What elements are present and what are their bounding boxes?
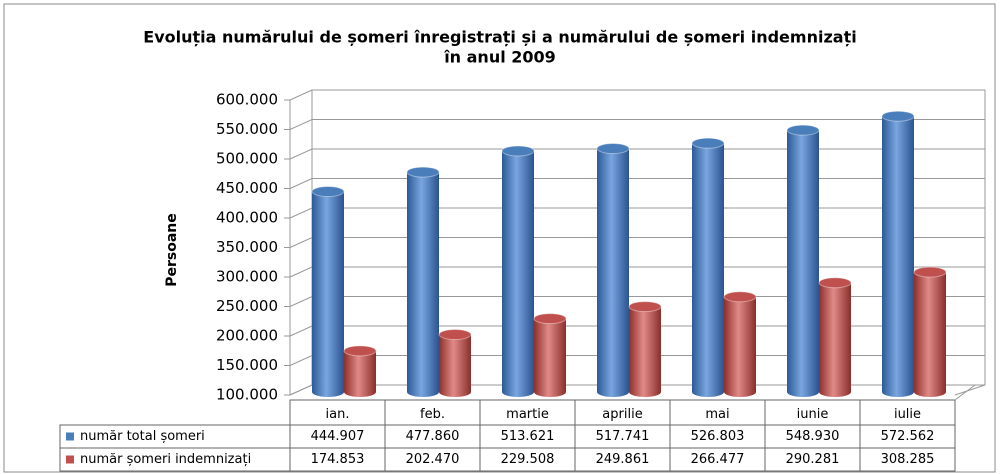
bar: [787, 130, 819, 398]
y-axis-label: Persoane: [164, 213, 180, 287]
chart-title: Evoluția numărului de șomeri înregistraț…: [143, 28, 856, 47]
x-tick-label: feb.: [420, 407, 445, 422]
legend-label: număr șomeri indemnizați: [80, 452, 251, 467]
legend-swatch: [66, 455, 74, 464]
table-value: 477.860: [406, 429, 460, 444]
y-tick-label: 500.000: [216, 150, 278, 168]
bar: [724, 296, 756, 397]
y-tick-label: 150.000: [216, 356, 278, 374]
table-value: 202.470: [406, 452, 460, 467]
bar: [882, 116, 914, 398]
x-tick-label: mai: [705, 407, 729, 422]
table-value: 249.861: [596, 452, 650, 467]
bar-top: [913, 266, 947, 278]
table-value: 444.907: [311, 429, 365, 444]
bar: [534, 318, 566, 397]
x-tick-label: iulie: [894, 407, 921, 422]
x-tick-label: aprilie: [602, 407, 642, 422]
grid-line: [289, 148, 985, 160]
bar-top: [628, 301, 662, 313]
bar: [312, 191, 344, 397]
table-value: 290.281: [786, 452, 840, 467]
bar-top: [786, 124, 820, 136]
grid-line: [289, 89, 985, 101]
bar-top: [438, 329, 472, 341]
bar: [819, 282, 851, 397]
table-value: 548.930: [786, 429, 840, 444]
y-tick-label: 600.000: [216, 91, 278, 109]
y-tick-label: 200.000: [216, 327, 278, 345]
legend-swatch: [66, 432, 74, 441]
bar-top: [818, 277, 852, 289]
legend-label: număr total șomeri: [80, 429, 205, 444]
bar: [692, 143, 724, 397]
bar-top: [406, 166, 440, 178]
bar: [344, 350, 376, 397]
table-value: 517.741: [596, 429, 650, 444]
bar: [629, 306, 661, 397]
grid-line: [289, 119, 985, 130]
grid-line: [289, 178, 985, 189]
bar-top: [596, 143, 630, 155]
y-tick-label: 450.000: [216, 179, 278, 197]
y-tick-label: 350.000: [216, 238, 278, 256]
table-value: 174.853: [311, 452, 365, 467]
x-tick-label: martie: [506, 407, 549, 422]
table-value: 513.621: [501, 429, 555, 444]
bar-top: [501, 145, 535, 157]
y-tick-label: 550.000: [216, 120, 278, 138]
table-value: 572.562: [881, 429, 935, 444]
bar-top: [311, 186, 345, 198]
x-tick-label: iunie: [797, 407, 829, 422]
bar-top: [343, 345, 377, 357]
table-value: 229.508: [501, 452, 555, 467]
y-tick-label: 250.000: [216, 297, 278, 315]
table-value: 266.477: [691, 452, 745, 467]
bar-top: [691, 137, 725, 149]
bar-top: [881, 110, 915, 122]
y-tick-label: 400.000: [216, 209, 278, 227]
y-tick-label: 300.000: [216, 268, 278, 286]
bar: [502, 150, 534, 397]
y-tick-label: 100.000: [216, 386, 278, 404]
x-tick-label: ian.: [326, 407, 350, 422]
bar-top: [723, 291, 757, 303]
bar: [407, 172, 439, 397]
table-value: 308.285: [881, 452, 935, 467]
table-value: 526.803: [691, 429, 745, 444]
bar-top: [533, 313, 567, 325]
bar: [439, 334, 471, 397]
bar: [914, 272, 946, 397]
chart-title: în anul 2009: [443, 48, 556, 67]
bar: [597, 148, 629, 397]
table-line: [954, 384, 976, 401]
